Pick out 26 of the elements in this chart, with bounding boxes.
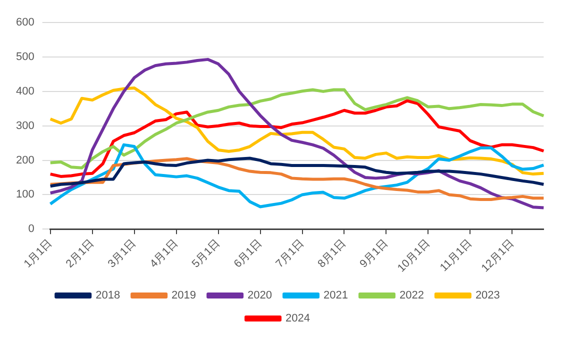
x-tick-label: 5月1日 (190, 238, 223, 270)
x-tick-label: 7月1日 (274, 238, 307, 270)
x-tick-label: 4月1日 (148, 238, 181, 270)
y-tick-label: 500 (16, 51, 34, 64)
x-tick-label: 8月1日 (316, 238, 349, 270)
legend-label: 2022 (399, 290, 424, 302)
x-tick-label: 6月1日 (232, 238, 265, 270)
legend-label: 2018 (96, 290, 120, 302)
legend-label: 2020 (248, 290, 272, 302)
y-tick-label: 300 (16, 120, 34, 132)
y-tick-label: 200 (16, 154, 34, 166)
y-tick-label: 400 (16, 85, 34, 98)
x-tick-label: 1月1日 (22, 238, 55, 270)
x-tick-label: 2月1日 (64, 238, 97, 270)
x-tick-label: 3月1日 (106, 238, 139, 270)
x-tick-label: 10月1日 (395, 238, 432, 275)
x-tick-label: 9月1日 (358, 238, 390, 270)
y-tick-label: 0 (28, 223, 34, 236)
x-tick-label: 12月1日 (479, 238, 516, 275)
legend-label: 2019 (172, 290, 196, 302)
legend-label: 2024 (286, 312, 310, 325)
y-tick-label: 600 (16, 16, 34, 29)
legend-label: 2021 (324, 290, 348, 302)
x-tick-label: 11月1日 (438, 238, 474, 274)
legend-label: 2023 (475, 290, 500, 302)
y-tick-label: 100 (16, 188, 34, 201)
